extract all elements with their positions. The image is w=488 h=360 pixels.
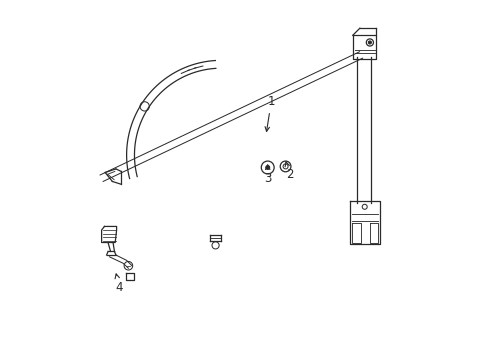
Text: 2: 2 <box>285 162 293 181</box>
Circle shape <box>367 41 370 44</box>
Text: 4: 4 <box>115 274 123 294</box>
Circle shape <box>264 165 270 170</box>
Text: 3: 3 <box>264 165 271 185</box>
Text: 1: 1 <box>264 95 274 131</box>
